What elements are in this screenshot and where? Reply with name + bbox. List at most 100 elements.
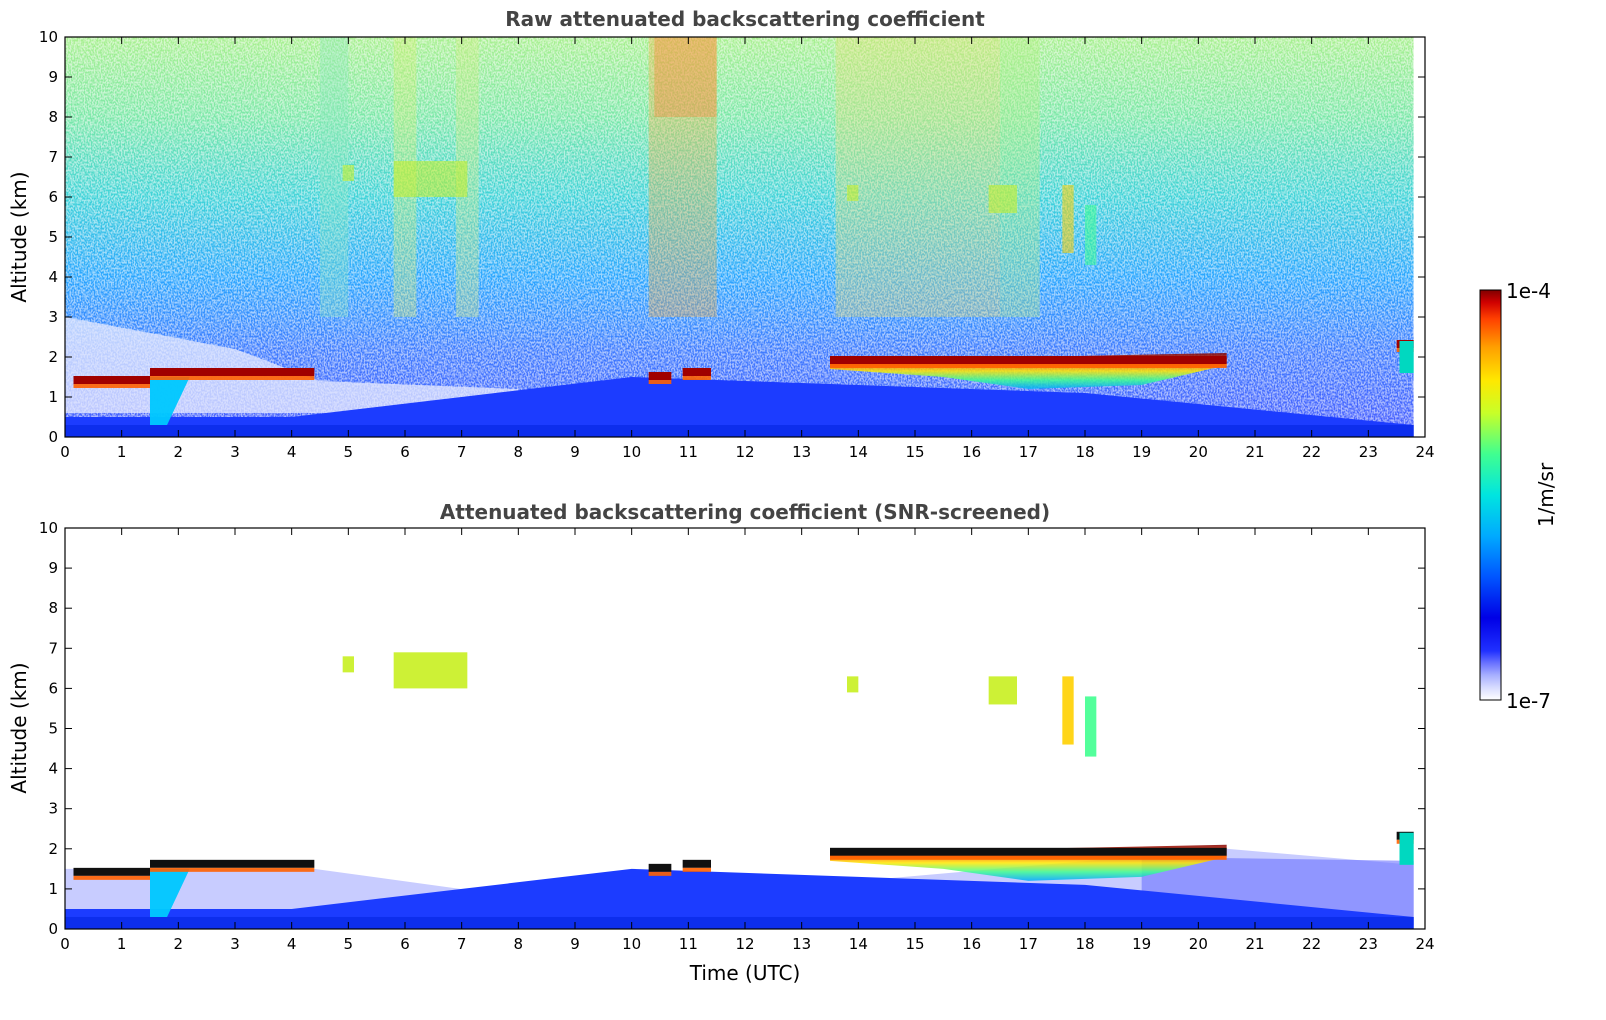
x-tick-label: 17	[1019, 443, 1038, 461]
cirrus-patch	[393, 161, 468, 197]
cloud-drizzle	[150, 377, 190, 425]
y-tick-label: 9	[48, 68, 58, 86]
cloud-base-line	[73, 867, 150, 876]
x-tick-label: 24	[1415, 443, 1434, 461]
x-tick-label: 14	[849, 935, 868, 953]
cloud-base-edge	[682, 376, 711, 380]
y-tick-label: 1	[48, 388, 58, 406]
x-tick-label: 7	[457, 935, 467, 953]
cloud-base-edge	[73, 875, 150, 880]
cloud-base-line	[830, 847, 1227, 856]
p2-boundary-layer	[65, 868, 1414, 929]
x-tick-label: 20	[1189, 443, 1208, 461]
x-tick-label: 16	[962, 935, 981, 953]
x-tick-label: 13	[792, 443, 811, 461]
y-tick-label: 9	[48, 559, 58, 577]
x-tick-label: 11	[679, 935, 698, 953]
x-tick-label: 19	[1132, 443, 1151, 461]
x-tick-label: 8	[514, 935, 524, 953]
x-tick-label: 3	[230, 443, 240, 461]
panel2-title: Attenuated backscattering coefficient (S…	[440, 500, 1050, 524]
panel2-heatmap	[65, 528, 1414, 929]
cirrus-patch	[342, 165, 354, 181]
x-tick-label: 4	[287, 443, 297, 461]
y-tick-label: 7	[48, 639, 58, 657]
x-tick-label: 10	[622, 443, 641, 461]
cloud-base-line	[648, 372, 672, 380]
cirrus-patch	[1062, 185, 1074, 253]
y-tick-label: 5	[48, 720, 58, 738]
x-tick-label: 22	[1302, 935, 1321, 953]
snr-screened-panel: Attenuated backscattering coefficient (S…	[7, 500, 1435, 985]
cloud-base-edge	[648, 380, 672, 384]
cloud-base-line	[150, 368, 315, 376]
x-tick-label: 2	[174, 935, 184, 953]
x-tick-label: 11	[679, 443, 698, 461]
y-tick-label: 7	[48, 148, 58, 166]
x-tick-label: 5	[344, 443, 354, 461]
x-tick-label: 2	[174, 443, 184, 461]
colorbar-unit-label: 1/m/sr	[1534, 462, 1558, 527]
x-tick-label: 0	[60, 935, 70, 953]
cirrus-patch	[1062, 676, 1074, 745]
x-tick-label: 15	[905, 935, 924, 953]
edge-cloud	[1399, 832, 1414, 865]
panel1-streak	[835, 37, 1000, 317]
cirrus-patch	[393, 652, 468, 689]
x-tick-label: 23	[1359, 443, 1378, 461]
x-tick-label: 17	[1019, 935, 1038, 953]
colorbar-max-label: 1e-4	[1506, 279, 1551, 303]
panel1-streak-strong	[654, 37, 717, 117]
y-tick-label: 2	[48, 840, 58, 858]
x-tick-label: 9	[570, 935, 580, 953]
x-tick-label: 1	[117, 935, 127, 953]
panel1-streak	[1000, 37, 1040, 317]
p1-surface-strip	[65, 425, 1414, 437]
x-tick-label: 23	[1359, 935, 1378, 953]
cloud-base-line	[682, 859, 711, 868]
panel2-ylabel: Altitude (km)	[7, 662, 31, 793]
x-tick-label: 16	[962, 443, 981, 461]
cirrus-patch	[342, 656, 354, 673]
x-tick-label: 4	[287, 935, 297, 953]
y-tick-label: 8	[48, 108, 58, 126]
x-tick-label: 10	[622, 935, 641, 953]
panel1-title: Raw attenuated backscattering coefficien…	[505, 7, 985, 31]
cloud-base-edge	[648, 871, 672, 876]
cloud-base-edge	[830, 364, 1227, 368]
y-tick-label: 3	[48, 308, 58, 326]
y-tick-label: 10	[39, 28, 58, 46]
x-tick-label: 6	[400, 935, 410, 953]
cloud-base-line	[682, 368, 711, 376]
cloud-base-edge	[830, 855, 1227, 860]
x-tick-label: 20	[1189, 935, 1208, 953]
y-tick-label: 4	[48, 760, 58, 778]
raw-backscatter-panel: Raw attenuated backscattering coefficien…	[7, 7, 1435, 461]
cloud-base-edge	[150, 867, 315, 872]
p1-boundary-layer	[65, 377, 1414, 437]
cloud-base-line	[150, 859, 315, 868]
panel1-heatmap	[65, 37, 1425, 437]
cirrus-patch	[1085, 696, 1097, 757]
x-tick-label: 18	[1075, 443, 1094, 461]
y-tick-label: 0	[48, 920, 58, 938]
y-tick-label: 10	[39, 519, 58, 537]
y-tick-label: 1	[48, 880, 58, 898]
x-tick-label: 7	[457, 443, 467, 461]
y-tick-label: 4	[48, 268, 58, 286]
y-tick-label: 6	[48, 188, 58, 206]
x-tick-label: 21	[1245, 443, 1264, 461]
colorbar: 1e-4 1e-7 1/m/sr	[1479, 279, 1558, 713]
cloud-drizzle	[150, 868, 190, 917]
x-tick-label: 18	[1075, 935, 1094, 953]
cirrus-patch	[988, 185, 1017, 213]
y-tick-label: 6	[48, 679, 58, 697]
colorbar-min-label: 1e-7	[1506, 689, 1551, 713]
cirrus-patch	[847, 676, 859, 693]
cloud-base-edge	[682, 867, 711, 872]
x-tick-label: 21	[1245, 935, 1264, 953]
y-tick-label: 5	[48, 228, 58, 246]
x-tick-label: 8	[514, 443, 524, 461]
cloud-base-line	[830, 356, 1227, 364]
cirrus-patch	[1085, 205, 1097, 265]
